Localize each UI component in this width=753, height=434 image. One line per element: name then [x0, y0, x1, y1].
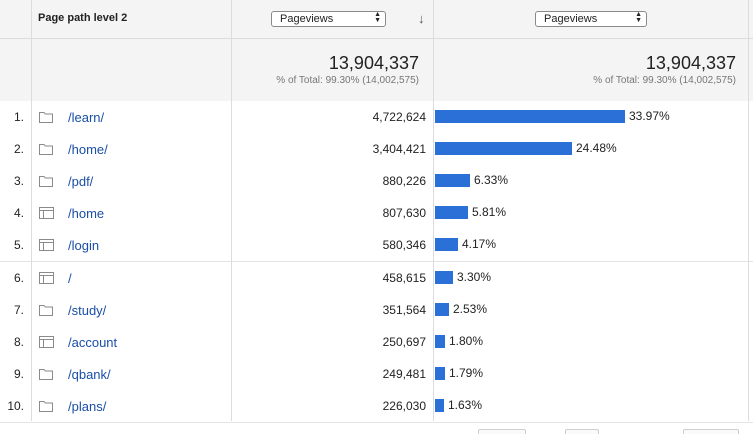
folder-icon[interactable]: [39, 110, 53, 123]
page-path-link[interactable]: /plans/: [68, 398, 107, 414]
percent-bar: [435, 142, 572, 156]
row-index: 1.: [13, 110, 24, 124]
column-divider: [748, 0, 749, 421]
folder-icon[interactable]: [39, 142, 53, 156]
page-icon[interactable]: [39, 206, 54, 220]
table-row: 1. /learn/4,722,624 33.97%: [0, 101, 753, 134]
percent-value: 24.48%: [576, 141, 617, 156]
row-index: 5.: [13, 238, 24, 253]
total-pageviews-value-2: 13,904,337: [645, 53, 736, 73]
table-row: 5. /login 580,346 4.17%: [0, 229, 753, 263]
page-path-link[interactable]: /: [68, 270, 72, 286]
pageviews-value: 351,564: [382, 302, 426, 317]
select-arrows-icon: ▲ ▼: [635, 11, 642, 24]
percent-value: 1.80%: [449, 333, 484, 348]
page-path-link[interactable]: /home/: [68, 142, 108, 158]
table-row: 7. /study/351,564 2.53%: [0, 293, 753, 327]
row-index: 2.: [13, 142, 24, 157]
percent-bar: [435, 174, 470, 188]
percent-value: 1.63%: [448, 397, 483, 412]
sort-descending-icon[interactable]: ↓: [418, 11, 425, 26]
pageviews-value: 250,697: [382, 334, 426, 349]
metric-select-2[interactable]: Pageviews ▲ ▼: [535, 11, 647, 27]
percent-value: 2.53%: [453, 301, 488, 316]
table-row: 9. /qbank/249,481 1.79%: [0, 357, 753, 391]
folder-icon[interactable]: [39, 174, 53, 188]
page-icon[interactable]: [39, 335, 54, 348]
folder-icon[interactable]: [39, 367, 53, 380]
pageviews-value: 880,226: [382, 174, 426, 189]
totals-row: 13,904,337 % of Total: 99.30% (14,002,57…: [0, 39, 753, 102]
table-row: 8. /account 250,697 1.80%: [0, 325, 753, 359]
select-arrows-icon: ▲ ▼: [374, 11, 381, 24]
pageviews-value: 226,030: [382, 398, 426, 413]
table-row: 4. /home 807,630 5.81%: [0, 197, 753, 231]
percent-bar: [435, 398, 444, 412]
pageviews-value: 249,481: [382, 366, 426, 381]
column-divider: [433, 0, 434, 421]
column-divider: [231, 0, 232, 421]
pagination-control[interactable]: [565, 429, 599, 434]
pagination-control[interactable]: [478, 429, 526, 434]
page-icon[interactable]: [39, 238, 54, 252]
pageviews-value: 807,630: [382, 206, 426, 221]
metric-select-1-label: Pageviews: [280, 13, 334, 25]
percent-bar: [435, 206, 468, 220]
percent-value: 3.30%: [457, 269, 492, 284]
page-path-link[interactable]: /home: [68, 206, 105, 222]
page-path-link[interactable]: /pdf/: [68, 174, 94, 190]
total-pageviews-percent: % of Total: 99.30% (14,002,575): [276, 75, 419, 86]
page-path-link[interactable]: /study/: [68, 302, 107, 318]
table-row: 6. / 458,615 3.30%: [0, 261, 753, 295]
percent-bar: [435, 110, 625, 123]
folder-icon[interactable]: [39, 399, 53, 412]
row-index: 4.: [13, 206, 24, 221]
pageviews-value: 3,404,421: [372, 142, 426, 157]
row-index: 3.: [13, 174, 24, 189]
total-pageviews-percent-2: % of Total: 99.30% (14,002,575): [593, 75, 736, 86]
percent-bar: [435, 270, 453, 284]
metric-select-1[interactable]: Pageviews ▲ ▼: [271, 11, 386, 27]
row-index: 6.: [13, 270, 24, 285]
percent-bar: [435, 334, 445, 348]
percent-bar: [435, 238, 458, 252]
pageviews-value: 580,346: [382, 238, 426, 253]
table-row: 2. /home/3,404,421 24.48%: [0, 133, 753, 167]
percent-value: 1.79%: [449, 365, 484, 380]
row-index: 7.: [13, 302, 24, 317]
row-index: 8.: [13, 334, 24, 349]
page-path-link[interactable]: /learn/: [68, 110, 105, 125]
page-path-link[interactable]: /qbank/: [68, 366, 111, 382]
table-row: 10. /plans/226,030 1.63%: [0, 389, 753, 423]
pagination-control[interactable]: [683, 429, 739, 434]
total-pageviews-value: 13,904,337: [328, 53, 419, 73]
percent-bar: [435, 302, 449, 316]
page-path-link[interactable]: /login: [68, 238, 100, 254]
metric-select-2-label: Pageviews: [544, 13, 598, 25]
row-index: 9.: [13, 366, 24, 381]
row-index: 10.: [7, 398, 24, 413]
pageviews-value: 458,615: [382, 270, 426, 285]
percent-bar: [435, 366, 445, 380]
page-path-link[interactable]: /account: [68, 334, 118, 350]
percent-value: 33.97%: [629, 109, 670, 123]
dimension-column-header[interactable]: Page path level 2: [38, 12, 128, 24]
percent-value: 6.33%: [474, 173, 509, 188]
pageviews-value: 4,722,624: [372, 110, 426, 124]
page-icon[interactable]: [39, 271, 54, 284]
folder-icon[interactable]: [39, 303, 53, 316]
table-header: Page path level 2 Pageviews ▲ ▼ ↓ Pagevie…: [0, 0, 753, 39]
table-row: 3. /pdf/880,226 6.33%: [0, 165, 753, 199]
percent-value: 5.81%: [472, 205, 507, 220]
percent-value: 4.17%: [462, 237, 497, 252]
column-divider: [31, 0, 32, 421]
